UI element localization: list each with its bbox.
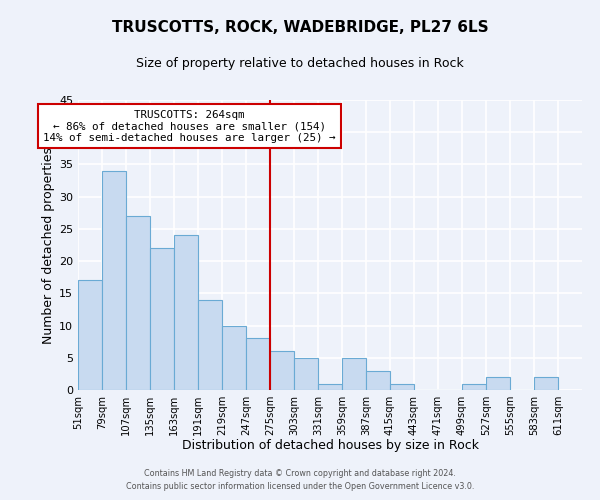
Bar xyxy=(222,326,246,390)
Bar xyxy=(198,300,222,390)
Text: Size of property relative to detached houses in Rock: Size of property relative to detached ho… xyxy=(136,58,464,70)
Bar xyxy=(126,216,150,390)
Text: TRUSCOTTS, ROCK, WADEBRIDGE, PL27 6LS: TRUSCOTTS, ROCK, WADEBRIDGE, PL27 6LS xyxy=(112,20,488,35)
Bar xyxy=(486,377,510,390)
Bar xyxy=(390,384,414,390)
Bar xyxy=(246,338,270,390)
Text: Contains public sector information licensed under the Open Government Licence v3: Contains public sector information licen… xyxy=(126,482,474,491)
Bar xyxy=(102,171,126,390)
Bar xyxy=(366,370,390,390)
Text: TRUSCOTTS: 264sqm
← 86% of detached houses are smaller (154)
14% of semi-detache: TRUSCOTTS: 264sqm ← 86% of detached hous… xyxy=(43,110,335,143)
Bar xyxy=(174,236,198,390)
Bar xyxy=(342,358,366,390)
Y-axis label: Number of detached properties: Number of detached properties xyxy=(42,146,55,344)
Bar xyxy=(150,248,174,390)
X-axis label: Distribution of detached houses by size in Rock: Distribution of detached houses by size … xyxy=(182,440,479,452)
Bar xyxy=(78,280,102,390)
Bar xyxy=(318,384,342,390)
Text: Contains HM Land Registry data © Crown copyright and database right 2024.: Contains HM Land Registry data © Crown c… xyxy=(144,468,456,477)
Bar xyxy=(294,358,318,390)
Bar xyxy=(270,352,294,390)
Bar xyxy=(462,384,486,390)
Bar xyxy=(534,377,558,390)
